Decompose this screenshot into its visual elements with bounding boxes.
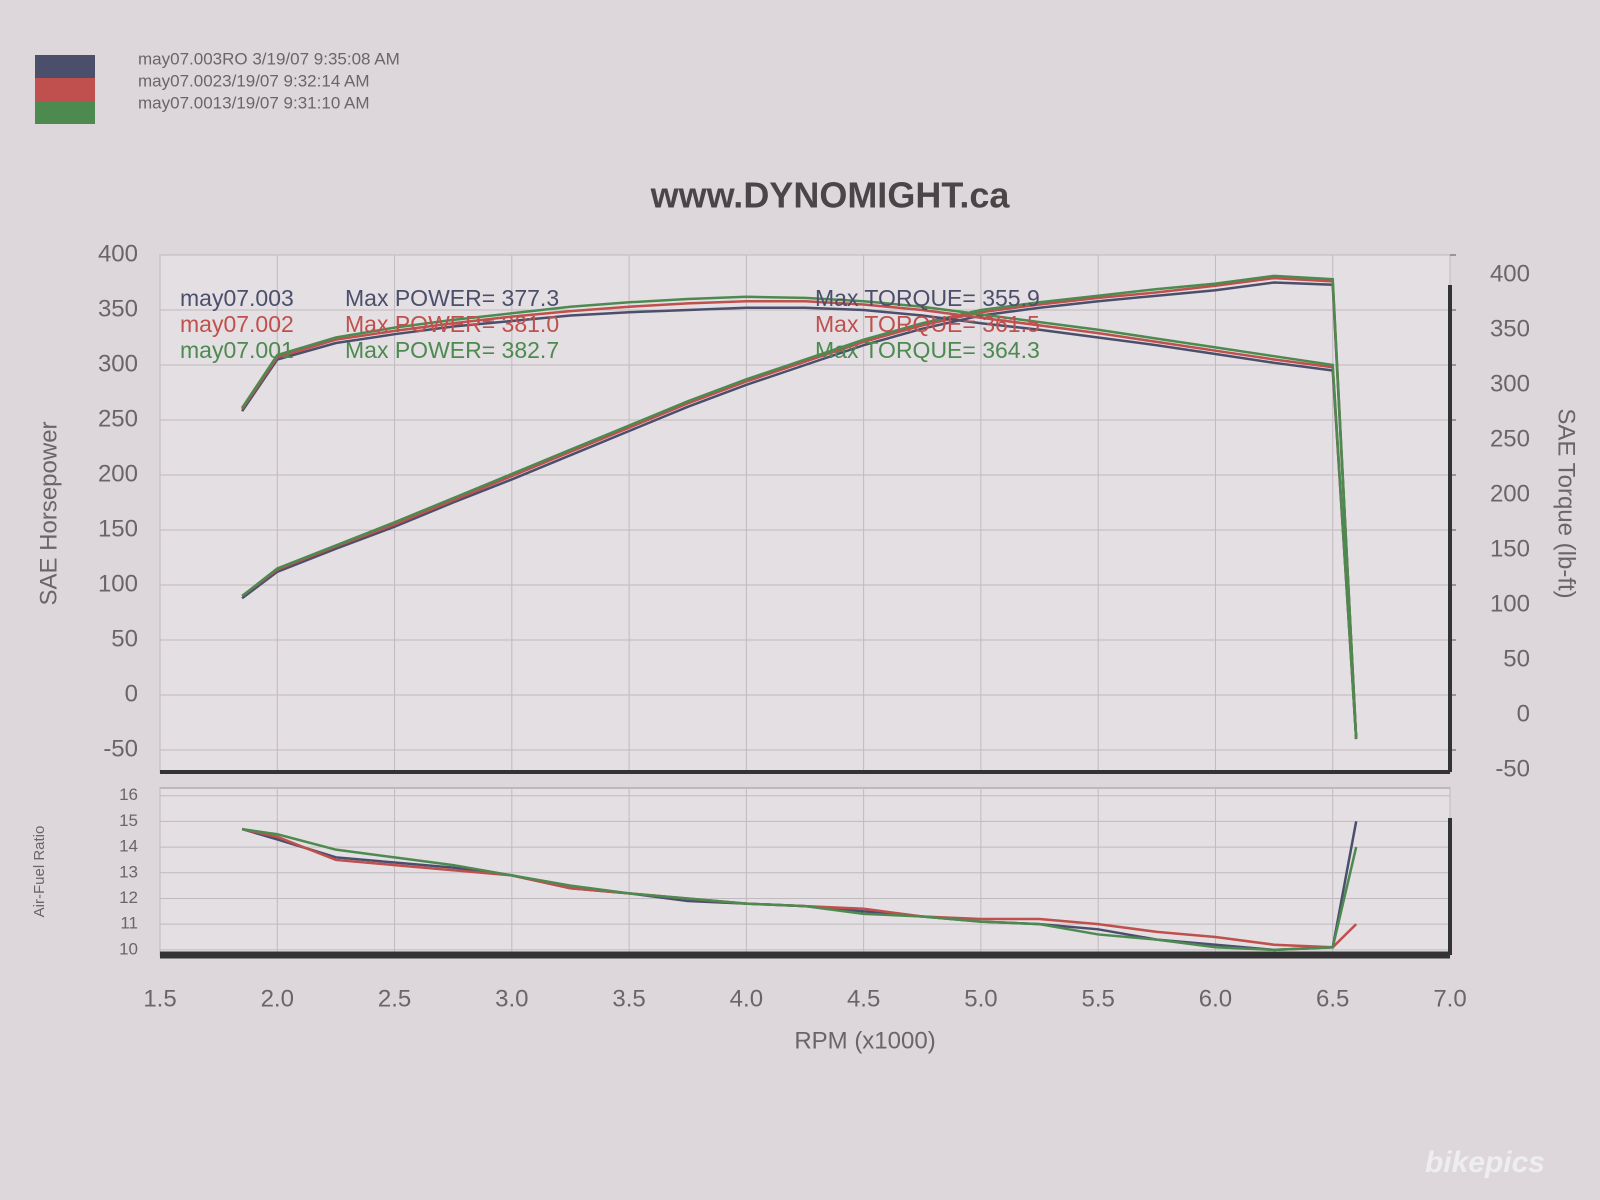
data-line bbox=[241, 274, 1358, 740]
legend-label: may07.003RO 3/19/07 9:35:08 AM bbox=[138, 49, 400, 68]
y-tick-label: 100 bbox=[98, 570, 138, 597]
x-tick-label: 5.5 bbox=[1081, 985, 1114, 1012]
legend-label: may07.0023/19/07 9:32:14 AM bbox=[138, 71, 370, 90]
annotation: Max TORQUE= 364.3 bbox=[815, 337, 1040, 363]
y-tick-label: 12 bbox=[119, 888, 138, 907]
data-line bbox=[241, 281, 1358, 740]
y-tick-label: 15 bbox=[119, 811, 138, 830]
annotation: Max TORQUE= 361.5 bbox=[815, 311, 1040, 337]
y2-axis-label: SAE Torque (lb-ft) bbox=[1553, 408, 1580, 598]
x-axis-label: RPM (x1000) bbox=[794, 1027, 935, 1054]
y2-tick-label: 0 bbox=[1517, 700, 1530, 727]
plot-area bbox=[159, 254, 1451, 773]
x-tick-label: 6.0 bbox=[1199, 985, 1232, 1012]
plot-area bbox=[159, 787, 1451, 956]
y-tick-label: 50 bbox=[111, 625, 138, 652]
chart-title: www.DYNOMIGHT.ca bbox=[650, 175, 1011, 216]
legend-swatch bbox=[35, 101, 95, 124]
y2-tick-label: 250 bbox=[1490, 425, 1530, 452]
y-axis-label: Air-Fuel Ratio bbox=[31, 826, 48, 918]
y-tick-label: -50 bbox=[103, 735, 138, 762]
legend-swatch bbox=[35, 78, 95, 101]
y2-tick-label: 300 bbox=[1490, 370, 1530, 397]
legend-label: may07.0013/19/07 9:31:10 AM bbox=[138, 93, 370, 112]
y-axis-label: SAE Horsepower bbox=[35, 421, 62, 605]
x-tick-label: 7.0 bbox=[1433, 985, 1466, 1012]
x-tick-label: 2.0 bbox=[261, 985, 294, 1012]
data-line bbox=[241, 306, 1358, 740]
y2-tick-label: -50 bbox=[1495, 755, 1530, 782]
y-tick-label: 13 bbox=[119, 862, 138, 881]
x-tick-label: 2.5 bbox=[378, 985, 411, 1012]
y-tick-label: 250 bbox=[98, 405, 138, 432]
y2-tick-label: 150 bbox=[1490, 535, 1530, 562]
annotation: Max POWER= 382.7 bbox=[345, 337, 559, 363]
annotation: may07.002 bbox=[180, 311, 294, 337]
y-tick-label: 0 bbox=[125, 680, 138, 707]
x-tick-label: 3.0 bbox=[495, 985, 528, 1012]
y-tick-label: 10 bbox=[119, 939, 138, 958]
x-tick-label: 4.0 bbox=[730, 985, 763, 1012]
y-tick-label: 300 bbox=[98, 350, 138, 377]
y2-tick-label: 100 bbox=[1490, 590, 1530, 617]
y2-tick-label: 350 bbox=[1490, 315, 1530, 342]
y-tick-label: 200 bbox=[98, 460, 138, 487]
legend-swatch bbox=[35, 55, 95, 78]
y2-tick-label: 400 bbox=[1490, 260, 1530, 287]
y-tick-label: 11 bbox=[120, 914, 138, 933]
x-tick-label: 4.5 bbox=[847, 985, 880, 1012]
annotation: Max POWER= 377.3 bbox=[345, 285, 559, 311]
annotation: Max POWER= 381.0 bbox=[345, 311, 559, 337]
x-tick-label: 6.5 bbox=[1316, 985, 1349, 1012]
data-line bbox=[241, 295, 1358, 740]
y-tick-label: 14 bbox=[119, 837, 138, 856]
data-line bbox=[241, 299, 1358, 740]
data-line bbox=[241, 276, 1358, 740]
annotation: may07.003 bbox=[180, 285, 294, 311]
y-tick-label: 16 bbox=[119, 785, 138, 804]
watermark: bikepics bbox=[1425, 1146, 1545, 1179]
x-tick-label: 3.5 bbox=[612, 985, 645, 1012]
x-tick-label: 5.0 bbox=[964, 985, 997, 1012]
y-tick-label: 150 bbox=[98, 515, 138, 542]
y2-tick-label: 50 bbox=[1503, 645, 1530, 672]
annotation: may07.001 bbox=[180, 337, 294, 363]
annotation: Max TORQUE= 355.9 bbox=[815, 285, 1040, 311]
data-line bbox=[241, 827, 1358, 952]
y2-tick-label: 200 bbox=[1490, 480, 1530, 507]
y-tick-label: 400 bbox=[98, 240, 138, 267]
y-tick-label: 350 bbox=[98, 295, 138, 322]
x-tick-label: 1.5 bbox=[143, 985, 176, 1012]
